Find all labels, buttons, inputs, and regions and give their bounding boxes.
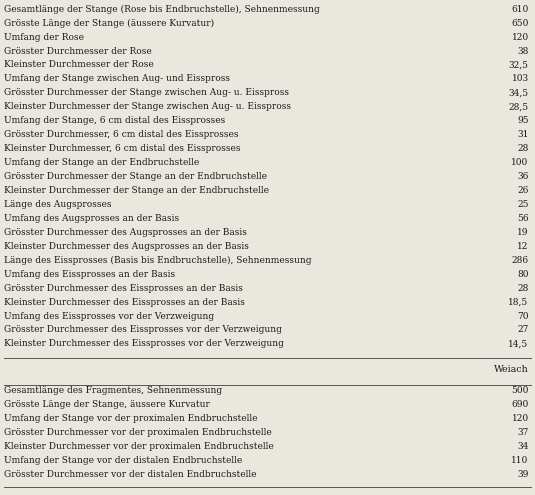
Text: Grösster Durchmesser, 6 cm distal des Eissprosses: Grösster Durchmesser, 6 cm distal des Ei… — [4, 130, 239, 139]
Text: 28,5: 28,5 — [508, 102, 529, 111]
Text: 39: 39 — [517, 470, 529, 479]
Text: 28: 28 — [517, 144, 529, 153]
Text: 32,5: 32,5 — [509, 60, 529, 69]
Text: Grösster Durchmesser der Stange zwischen Aug- u. Eisspross: Grösster Durchmesser der Stange zwischen… — [4, 88, 289, 98]
Text: Gesamtlänge des Fragmentes, Sehnenmessung: Gesamtlänge des Fragmentes, Sehnenmessun… — [4, 386, 223, 395]
Text: Grösste Länge der Stange (äussere Kurvatur): Grösste Länge der Stange (äussere Kurvat… — [4, 19, 215, 28]
Text: Grösster Durchmesser der Stange an der Endbruchstelle: Grösster Durchmesser der Stange an der E… — [4, 172, 267, 181]
Text: Umfang des Augsprosses an der Basis: Umfang des Augsprosses an der Basis — [4, 214, 179, 223]
Text: Umfang der Stange zwischen Aug- und Eisspross: Umfang der Stange zwischen Aug- und Eiss… — [4, 74, 230, 83]
Text: 95: 95 — [517, 116, 529, 125]
Text: 19: 19 — [517, 228, 529, 237]
Text: 110: 110 — [511, 456, 529, 465]
Text: Grösster Durchmesser des Augsprosses an der Basis: Grösster Durchmesser des Augsprosses an … — [4, 228, 247, 237]
Text: 120: 120 — [511, 33, 529, 42]
Text: Grösste Länge der Stange, äussere Kurvatur: Grösste Länge der Stange, äussere Kurvat… — [4, 400, 210, 409]
Text: Umfang des Eissprosses vor der Verzweigung: Umfang des Eissprosses vor der Verzweigu… — [4, 311, 215, 321]
Text: Kleinster Durchmesser des Eissprosses vor der Verzweigung: Kleinster Durchmesser des Eissprosses vo… — [4, 340, 284, 348]
Text: Weiach: Weiach — [494, 365, 529, 374]
Text: Kleinster Durchmesser vor der proximalen Endbruchstelle: Kleinster Durchmesser vor der proximalen… — [4, 442, 274, 451]
Text: 690: 690 — [511, 400, 529, 409]
Text: 36: 36 — [517, 172, 529, 181]
Text: Umfang des Eissprosses an der Basis: Umfang des Eissprosses an der Basis — [4, 270, 175, 279]
Text: Umfang der Stange an der Endbruchstelle: Umfang der Stange an der Endbruchstelle — [4, 158, 200, 167]
Text: 286: 286 — [511, 256, 529, 265]
Text: 37: 37 — [517, 428, 529, 437]
Text: 26: 26 — [517, 186, 529, 195]
Text: Kleinster Durchmesser der Stange an der Endbruchstelle: Kleinster Durchmesser der Stange an der … — [4, 186, 269, 195]
Text: Umfang der Stange, 6 cm distal des Eissprosses: Umfang der Stange, 6 cm distal des Eissp… — [4, 116, 226, 125]
Text: 25: 25 — [517, 200, 529, 209]
Text: 12: 12 — [517, 242, 529, 251]
Text: Kleinster Durchmesser des Augsprosses an der Basis: Kleinster Durchmesser des Augsprosses an… — [4, 242, 249, 251]
Text: Grösster Durchmesser des Eissprosses an der Basis: Grösster Durchmesser des Eissprosses an … — [4, 284, 243, 293]
Text: Länge des Eissprosses (Basis bis Endbruchstelle), Sehnenmessung: Länge des Eissprosses (Basis bis Endbruc… — [4, 256, 312, 265]
Text: Grösster Durchmesser vor der distalen Endbruchstelle: Grösster Durchmesser vor der distalen En… — [4, 470, 257, 479]
Text: Umfang der Rose: Umfang der Rose — [4, 33, 85, 42]
Text: Umfang der Stange vor der proximalen Endbruchstelle: Umfang der Stange vor der proximalen End… — [4, 414, 258, 423]
Text: 650: 650 — [511, 19, 529, 28]
Text: Kleinster Durchmesser der Stange zwischen Aug- u. Eisspross: Kleinster Durchmesser der Stange zwische… — [4, 102, 291, 111]
Text: 610: 610 — [511, 4, 529, 14]
Text: 34,5: 34,5 — [508, 88, 529, 98]
Text: 31: 31 — [517, 130, 529, 139]
Text: Länge des Augsprosses: Länge des Augsprosses — [4, 200, 112, 209]
Text: 38: 38 — [517, 47, 529, 55]
Text: Grösster Durchmesser des Eissprosses vor der Verzweigung: Grösster Durchmesser des Eissprosses vor… — [4, 326, 282, 335]
Text: 34: 34 — [517, 442, 529, 451]
Text: 56: 56 — [517, 214, 529, 223]
Text: 120: 120 — [511, 414, 529, 423]
Text: Kleinster Durchmesser des Eissprosses an der Basis: Kleinster Durchmesser des Eissprosses an… — [4, 297, 245, 306]
Text: 100: 100 — [511, 158, 529, 167]
Text: Kleinster Durchmesser, 6 cm distal des Eissprosses: Kleinster Durchmesser, 6 cm distal des E… — [4, 144, 241, 153]
Text: Grösster Durchmesser der Rose: Grösster Durchmesser der Rose — [4, 47, 152, 55]
Text: 27: 27 — [517, 326, 529, 335]
Text: 28: 28 — [517, 284, 529, 293]
Text: 103: 103 — [511, 74, 529, 83]
Text: 70: 70 — [517, 311, 529, 321]
Text: 14,5: 14,5 — [508, 340, 529, 348]
Text: Kleinster Durchmesser der Rose: Kleinster Durchmesser der Rose — [4, 60, 154, 69]
Text: Grösster Durchmesser vor der proximalen Endbruchstelle: Grösster Durchmesser vor der proximalen … — [4, 428, 272, 437]
Text: 500: 500 — [511, 386, 529, 395]
Text: Gesamtlänge der Stange (Rose bis Endbruchstelle), Sehnenmessung: Gesamtlänge der Stange (Rose bis Endbruc… — [4, 4, 320, 14]
Text: 18,5: 18,5 — [508, 297, 529, 306]
Text: 80: 80 — [517, 270, 529, 279]
Text: Umfang der Stange vor der distalen Endbruchstelle: Umfang der Stange vor der distalen Endbr… — [4, 456, 242, 465]
